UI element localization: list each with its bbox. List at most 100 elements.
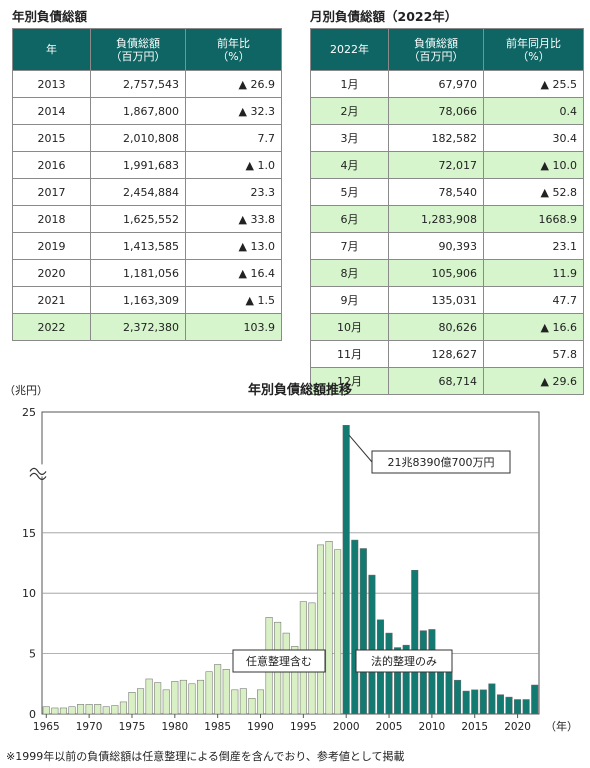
x-tick-label: 1990 [247,721,274,733]
bar-1999 [334,549,342,715]
annual-cell-label: 2016 [12,151,91,179]
monthly-row: 4月 72,017 ▲ 10.0 [310,151,584,179]
bar-1969 [77,704,85,715]
monthly-row: 2月 78,066 0.4 [310,97,584,125]
monthly-row: 11月 128,627 57.8 [310,340,584,368]
bar-2020 [514,699,522,715]
monthly-cell-total: 78,540 [388,178,484,206]
annual-header-total: 負債総額 （百万円） [90,28,186,71]
annual-cell-label: 2020 [12,259,91,287]
annual-cell-total: 2,010,808 [90,124,186,152]
y-tick-label: 10 [22,587,36,600]
y-tick-label: 15 [22,527,36,540]
x-tick-label: 2005 [376,721,403,733]
monthly-row: 1月 67,970 ▲ 25.5 [310,70,584,98]
monthly-cell-label: 10月 [310,313,389,341]
x-tick-label: 2015 [461,721,488,733]
monthly-table-title: 月別負債総額（2022年） [310,9,458,24]
annual-table-title: 年別負債総額 [12,9,88,24]
annual-table: 年 負債総額 （百万円） 前年比 （%） 2013 2,757,543 ▲ 26.9… [12,28,282,341]
axis-break-mark [29,467,47,480]
annual-cell-change: 103.9 [185,313,282,341]
monthly-cell-total: 182,582 [388,124,484,152]
bar-2019 [505,696,513,715]
bar-1985 [214,664,222,715]
annotation-text: 21兆8390億700万円 [388,456,495,469]
bar-2018 [496,694,504,715]
bar-2003 [368,574,376,715]
annual-row: 2017 2,454,884 23.3 [12,178,282,206]
x-tick-label: 2010 [419,721,446,733]
monthly-cell-label: 11月 [310,340,389,368]
bar-1975 [128,692,136,715]
monthly-cell-label: 6月 [310,205,389,233]
annual-row: 2013 2,757,543 ▲ 26.9 [12,70,282,98]
x-tick-label: 1995 [290,721,317,733]
monthly-cell-change: 11.9 [483,259,584,287]
annual-header-change: 前年比 （%） [185,28,282,71]
bar-2012 [445,667,453,715]
bar-1990 [257,689,265,715]
annual-row: 2015 2,010,808 7.7 [12,124,282,152]
monthly-cell-label: 2月 [310,97,389,125]
annual-cell-change: 7.7 [185,124,282,152]
bar-1982 [188,683,196,715]
bar-2000 [342,425,350,715]
bar-1972 [102,706,110,715]
annual-row: 2021 1,163,309 ▲ 1.5 [12,286,282,314]
monthly-header-month: 2022年 [310,28,389,71]
monthly-cell-change: 0.4 [483,97,584,125]
bar-2011 [436,670,444,715]
chart-title: 年別負債総額推移 [248,382,352,398]
monthly-cell-change: 47.7 [483,286,584,314]
monthly-cell-total: 105,906 [388,259,484,287]
annual-cell-label: 2019 [12,232,91,260]
monthly-row: 8月 105,906 11.9 [310,259,584,287]
monthly-cell-label: 12月 [310,367,389,395]
monthly-header-total: 負債総額 （百万円） [388,28,484,71]
series-label-box-legal [355,649,453,673]
x-tick-label: 1985 [204,721,231,733]
annual-cell-label: 2022 [12,313,91,341]
series-label-informal: 任意整理含む [246,654,312,668]
monthly-cell-change: ▲ 16.6 [483,313,584,341]
monthly-header-change: 前年同月比 （%） [483,28,584,71]
annual-cell-label: 2014 [12,97,91,125]
annual-row: 2022 2,372,380 103.9 [12,313,282,341]
annual-row: 2018 1,625,552 ▲ 33.8 [12,205,282,233]
annual-cell-label: 2013 [12,70,91,98]
debt-chart: 年別負債総額推移 （兆円） 0 5 10 15 25 1965 1970 1975 1980 1985… [4,382,578,733]
monthly-cell-change: 30.4 [483,124,584,152]
monthly-cell-change: ▲ 25.5 [483,70,584,98]
annual-cell-change: ▲ 1.5 [185,286,282,314]
bar-1980 [171,681,179,715]
annual-cell-change: ▲ 33.8 [185,205,282,233]
bar-1971 [94,704,102,715]
annual-cell-change: ▲ 13.0 [185,232,282,260]
monthly-row: 9月 135,031 47.7 [310,286,584,314]
monthly-cell-total: 135,031 [388,286,484,314]
bar-2005 [385,632,393,715]
annual-cell-total: 2,372,380 [90,313,186,341]
annual-cell-total: 1,867,800 [90,97,186,125]
bar-1988 [239,688,247,715]
monthly-cell-total: 80,626 [388,313,484,341]
monthly-cell-change: ▲ 29.6 [483,367,584,395]
annual-row: 2020 1,181,056 ▲ 16.4 [12,259,282,287]
annual-cell-change: ▲ 16.4 [185,259,282,287]
bar-1965 [42,706,50,715]
annual-row: 2019 1,413,585 ▲ 13.0 [12,232,282,260]
bar-1997 [316,544,324,715]
monthly-cell-total: 78,066 [388,97,484,125]
annual-cell-change: ▲ 1.0 [185,151,282,179]
bar-1976 [137,688,145,715]
annual-cell-total: 1,413,585 [90,232,186,260]
y-tick-label: 5 [29,648,36,661]
annual-row: 2016 1,991,683 ▲ 1.0 [12,151,282,179]
bar-2001 [351,539,359,715]
bar-1983 [197,679,205,715]
bar-1973 [111,705,119,715]
annotation-leader [348,434,373,463]
bar-1979 [162,689,170,715]
monthly-row: 6月 1,283,908 1668.9 [310,205,584,233]
